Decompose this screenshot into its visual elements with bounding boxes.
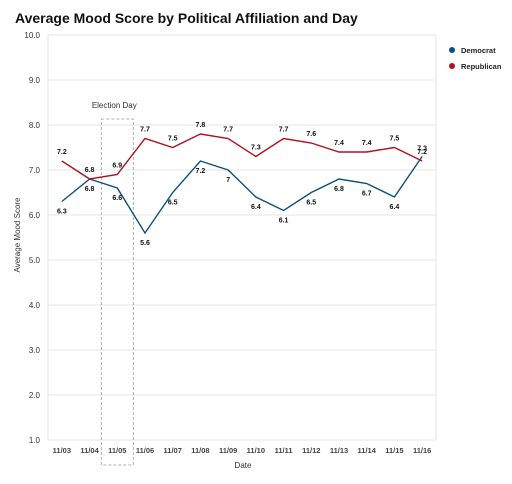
data-label-republican: 7.4 (362, 140, 372, 147)
election-day-label: Election Day (92, 101, 137, 110)
data-label-republican: 7.3 (251, 145, 261, 152)
x-tick-label: 11/11 (275, 446, 293, 455)
x-tick-label: 11/13 (330, 446, 348, 455)
y-tick-label: 5.0 (29, 256, 41, 265)
y-tick-labels: 1.0 2.0 3.0 4.0 5.0 6.0 7.0 8.0 9.0 10.0 (24, 31, 40, 445)
legend-marker-republican (449, 63, 455, 69)
x-tick-label: 11/08 (191, 446, 209, 455)
x-tick-label: 11/05 (108, 446, 126, 455)
data-label-republican: 7.7 (279, 127, 289, 134)
data-label-democrat: 6.5 (168, 200, 178, 207)
legend-label-republican: Republican (461, 62, 502, 71)
data-label-republican: 6.9 (112, 163, 122, 170)
grid-lines (47, 34, 437, 441)
election-day-annotation: Election Day (92, 101, 137, 466)
data-label-democrat: 7 (226, 177, 230, 184)
data-label-democrat: 6.6 (112, 195, 122, 202)
x-tick-label: 11/16 (413, 446, 431, 455)
y-tick-label: 3.0 (29, 346, 41, 355)
y-tick-label: 4.0 (29, 301, 41, 310)
data-label-republican: 7.2 (57, 149, 67, 156)
data-label-republican: 7.6 (306, 131, 316, 138)
election-day-box (100, 118, 134, 466)
y-tick-label: 1.0 (29, 436, 41, 445)
data-label-democrat: 7.2 (196, 168, 206, 175)
x-tick-label: 11/15 (385, 446, 403, 455)
data-label-democrat: 6.3 (57, 209, 67, 216)
data-label-democrat: 6.5 (306, 200, 316, 207)
data-labels: 6.3 6.8 6.6 5.6 6.5 7.2 7 6.4 6.1 6.5 6.8 6.7 6.4 7.3… (57, 122, 427, 247)
data-label-democrat: 6.7 (362, 191, 372, 198)
data-label-republican: 7.7 (140, 127, 150, 134)
y-tick-label: 7.0 (29, 166, 41, 175)
x-tick-label: 11/04 (80, 446, 99, 455)
data-label-republican: 7.5 (168, 136, 178, 143)
x-tick-label: 11/03 (53, 446, 71, 455)
data-label-democrat: 5.6 (140, 240, 150, 247)
data-label-democrat: 6.8 (85, 186, 95, 193)
data-label-democrat: 6.4 (251, 204, 261, 211)
y-axis-label: Average Mood Score (13, 197, 22, 273)
data-label-republican: 6.8 (85, 167, 95, 174)
data-label-republican: 7.2 (417, 149, 427, 156)
legend-marker-democrat (449, 47, 455, 53)
x-tick-label: 11/14 (358, 446, 377, 455)
x-tick-label: 11/12 (302, 446, 320, 455)
data-label-democrat: 6.1 (279, 218, 289, 225)
data-label-republican: 7.8 (196, 122, 206, 129)
series-lines (61, 133, 423, 235)
legend: Democrat Republican (449, 46, 502, 71)
series-line-republican (61, 133, 423, 180)
x-axis-label: Date (235, 461, 252, 470)
chart-title: Average Mood Score by Political Affiliat… (15, 10, 358, 26)
x-tick-label: 11/09 (219, 446, 237, 455)
legend-label-democrat: Democrat (461, 46, 496, 55)
data-label-republican: 7.5 (390, 136, 400, 143)
x-tick-label: 11/06 (136, 446, 154, 455)
x-tick-label: 11/07 (164, 446, 182, 455)
data-label-democrat: 6.8 (334, 186, 344, 193)
y-tick-label: 8.0 (29, 121, 41, 130)
y-tick-label: 9.0 (29, 76, 41, 85)
series-line-democrat (61, 156, 423, 235)
data-label-republican: 7.4 (334, 140, 344, 147)
data-label-democrat: 7.3 (417, 146, 427, 153)
y-tick-label: 6.0 (29, 211, 41, 220)
data-label-democrat: 6.4 (390, 204, 400, 211)
data-label-republican: 7.7 (223, 127, 233, 134)
x-tick-labels: 11/03 11/04 11/05 11/06 11/07 11/08 11/09 11/10… (53, 446, 432, 455)
y-tick-label: 2.0 (29, 391, 41, 400)
y-tick-label: 10.0 (24, 31, 40, 40)
x-tick-label: 11/10 (247, 446, 265, 455)
